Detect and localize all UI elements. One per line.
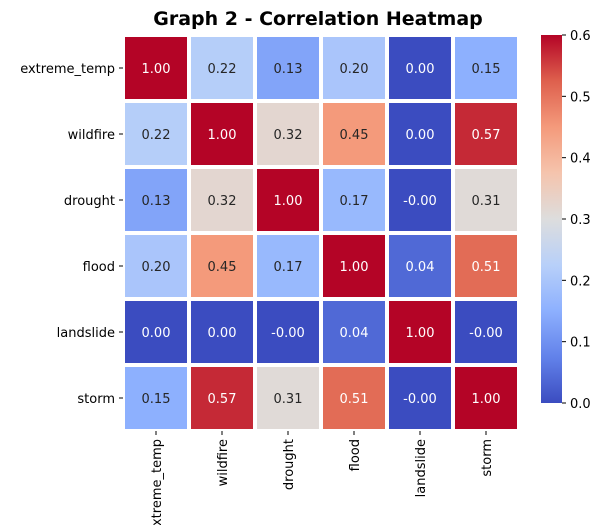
cell-value-label: 0.31 (472, 194, 501, 209)
cell-value-label: 0.00 (406, 62, 435, 77)
heatmap-cell (191, 367, 253, 429)
x-tick-label: flood (348, 439, 363, 471)
heatmap-cell (323, 103, 385, 165)
cell-value-label: 0.00 (406, 128, 435, 143)
cell-value-label: -0.00 (469, 326, 503, 341)
y-tick-label: extreme_temp (20, 62, 115, 77)
cell-value-label: 0.31 (274, 392, 303, 407)
cell-value-label: -0.00 (403, 194, 437, 209)
heatmap-cell (389, 301, 451, 363)
cell-value-label: -0.00 (271, 326, 305, 341)
heatmap-cell (323, 169, 385, 231)
y-tick-label: storm (77, 392, 115, 407)
cell-value-label: 0.17 (340, 194, 369, 209)
heatmap-cell (455, 367, 517, 429)
heatmap-cells: 1.00 0.22 0.13 0.20 0.00 0.15 0.22 1.00 0.32 0.45… (125, 37, 517, 429)
heatmap-cell (323, 367, 385, 429)
heatmap-cell (323, 235, 385, 297)
cell-value-label: 1.00 (274, 194, 303, 209)
heatmap-cell (389, 367, 451, 429)
heatmap-cell (191, 103, 253, 165)
heatmap-cell (389, 235, 451, 297)
cell-value-label: 1.00 (208, 128, 237, 143)
cell-value-label: 0.57 (472, 128, 501, 143)
heatmap-cell (323, 301, 385, 363)
colorbar: 0.0 0.1 0.2 0.3 0.4 0.5 0.6 (541, 29, 591, 412)
colorbar-tick-label: 0.4 (570, 152, 591, 167)
x-tick-label: extreme_temp (150, 439, 165, 525)
x-tick-label: wildfire (216, 439, 231, 486)
cell-value-label: 0.45 (208, 260, 237, 275)
heatmap-cell (257, 103, 319, 165)
x-tick-label: storm (480, 439, 495, 477)
colorbar-tick-label: 0.2 (570, 274, 591, 289)
row-labels: extreme_temp wildfire drought flood landslid… (20, 62, 123, 407)
heatmap-cell (191, 235, 253, 297)
cell-value-label: 0.57 (208, 392, 237, 407)
heatmap-cell (455, 103, 517, 165)
heatmap-cell (455, 301, 517, 363)
heatmap-cell (455, 169, 517, 231)
heatmap-cell (125, 235, 187, 297)
cell-value-label: 0.32 (274, 128, 303, 143)
heatmap-cell (125, 37, 187, 99)
cell-value-label: 1.00 (472, 392, 501, 407)
cell-value-label: 0.17 (274, 260, 303, 275)
y-tick-label: drought (64, 194, 115, 209)
heatmap-cell (257, 235, 319, 297)
heatmap-cell (191, 169, 253, 231)
chart-title: Graph 2 - Correlation Heatmap (153, 8, 483, 30)
colorbar-gradient (541, 35, 562, 403)
cell-value-label: 0.22 (142, 128, 171, 143)
cell-value-label: 1.00 (406, 326, 435, 341)
heatmap-cell (455, 37, 517, 99)
cell-value-label: 0.13 (274, 62, 303, 77)
heatmap-cell (125, 301, 187, 363)
colorbar-tick-label: 0.5 (570, 90, 591, 105)
cell-value-label: 0.13 (142, 194, 171, 209)
colorbar-tick-label: 0.6 (570, 29, 591, 44)
cell-value-label: 0.15 (472, 62, 501, 77)
cell-value-label: 0.04 (406, 260, 435, 275)
cell-value-label: 0.22 (208, 62, 237, 77)
heatmap-cell (191, 37, 253, 99)
heatmap-cell (257, 301, 319, 363)
cell-value-label: 1.00 (142, 62, 171, 77)
cell-value-label: 1.00 (340, 260, 369, 275)
cell-value-label: 0.04 (340, 326, 369, 341)
colorbar-tick-label: 0.1 (570, 336, 591, 351)
heatmap-cell (125, 103, 187, 165)
cell-value-label: 0.20 (340, 62, 369, 77)
heatmap-cell (323, 37, 385, 99)
column-labels: extreme_temp wildfire drought flood landslid… (150, 431, 495, 525)
y-tick-label: wildfire (68, 128, 115, 143)
cell-value-label: 0.15 (142, 392, 171, 407)
cell-value-label: 0.00 (208, 326, 237, 341)
cell-value-label: 0.45 (340, 128, 369, 143)
x-tick-label: landslide (414, 439, 429, 497)
heatmap-cell (257, 169, 319, 231)
heatmap-cell (257, 37, 319, 99)
y-tick-label: landslide (57, 326, 115, 341)
heatmap-cell (257, 367, 319, 429)
colorbar-tick-label: 0.3 (570, 213, 591, 228)
y-tick-label: flood (83, 260, 115, 275)
heatmap-cell (389, 37, 451, 99)
heatmap-cell (125, 169, 187, 231)
x-tick-label: drought (282, 439, 297, 490)
heatmap-cell (389, 169, 451, 231)
heatmap-cell (389, 103, 451, 165)
cell-value-label: 0.00 (142, 326, 171, 341)
cell-value-label: 0.51 (472, 260, 501, 275)
cell-value-label: 0.20 (142, 260, 171, 275)
cell-value-label: -0.00 (403, 392, 437, 407)
heatmap-cell (125, 367, 187, 429)
colorbar-tick-label: 0.0 (570, 397, 591, 412)
heatmap-cell (191, 301, 253, 363)
heatmap-cell (455, 235, 517, 297)
cell-value-label: 0.51 (340, 392, 369, 407)
cell-value-label: 0.32 (208, 194, 237, 209)
